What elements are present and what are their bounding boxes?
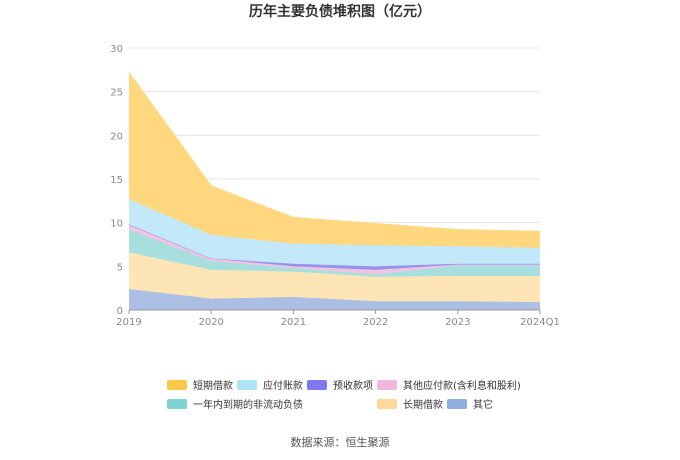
data-source-note: 数据来源：恒生聚源 <box>291 435 390 449</box>
axis-layer: 0 5 10 15 20 25 30 2019 2020 2021 2022 2023 2024Q1 <box>110 44 560 328</box>
legend-label: 一年内到期的非流动负债 <box>193 398 303 411</box>
x-tick-label: 2024Q1 <box>520 317 560 328</box>
area-layer <box>128 72 541 310</box>
area-series-2 <box>129 229 540 277</box>
y-tick-label: 5 <box>117 262 123 273</box>
x-tick-label: 2022 <box>363 317 388 328</box>
chart-title: 历年主要负债堆积图（亿元） <box>249 3 431 20</box>
legend-item: 一年内到期的非流动负债 <box>167 398 303 411</box>
x-tick-label: 2019 <box>116 317 141 328</box>
x-tick-label: 2020 <box>198 317 223 328</box>
legend-swatch <box>167 380 187 390</box>
y-tick-label: 25 <box>110 88 123 99</box>
legend-label: 应付账款 <box>263 379 303 392</box>
y-tick-label: 15 <box>110 175 123 186</box>
area-series-6 <box>129 72 540 248</box>
legend-item: 预收款项 <box>307 379 373 392</box>
legend-swatch <box>237 380 257 390</box>
legend-item: 应付账款 <box>237 379 303 392</box>
legend-swatch <box>447 399 467 409</box>
legend-label: 其他应付款(含利息和股利) <box>403 379 521 392</box>
y-tick-label: 0 <box>117 306 123 317</box>
legend-label: 短期借款 <box>193 379 233 392</box>
legend-item: 其他应付款(含利息和股利) <box>377 379 521 392</box>
legend-swatch <box>377 399 397 409</box>
legend: 短期借款 应付账款 预收款项 其他应付款(含利息和股利) 一年内到期的非流动负债 长期借款… <box>167 379 521 411</box>
x-tick-label: 2023 <box>445 317 470 328</box>
legend-item: 短期借款 <box>167 379 233 392</box>
y-tick-label: 30 <box>110 44 123 55</box>
legend-swatch <box>307 380 327 390</box>
y-tick-label: 10 <box>110 219 123 230</box>
legend-item: 长期借款 <box>377 398 443 411</box>
x-tick-label: 2021 <box>281 317 306 328</box>
legend-swatch <box>377 380 397 390</box>
legend-label: 其它 <box>473 398 493 411</box>
legend-label: 长期借款 <box>403 398 443 411</box>
area-series-1 <box>129 252 540 303</box>
legend-item: 其它 <box>447 398 493 411</box>
legend-swatch <box>167 399 187 409</box>
y-tick-label: 20 <box>110 131 123 142</box>
area-series-5 <box>129 199 540 267</box>
area-series-3 <box>129 224 540 275</box>
legend-label: 预收款项 <box>333 379 373 392</box>
area-edge-6 <box>128 72 541 232</box>
